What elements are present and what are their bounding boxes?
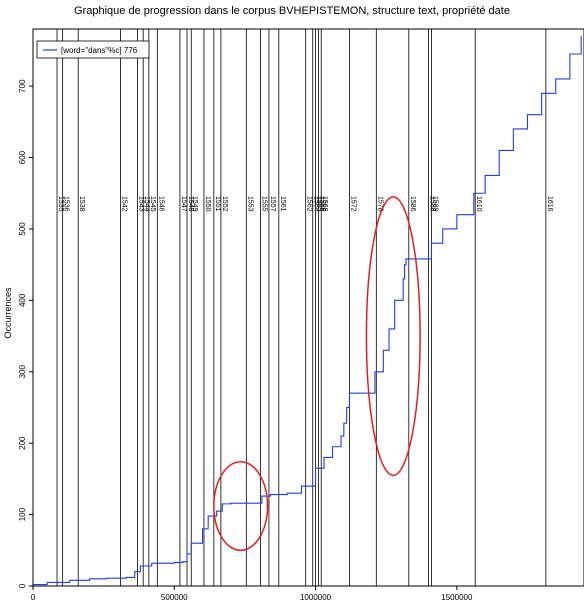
section-marker-label: 1542 [121,196,128,212]
section-marker-label: 1544 [143,196,150,212]
section-marker-label: 1552 [221,196,228,212]
section-marker-label: 1550 [204,196,211,212]
section-marker-label: 1548 [187,196,194,212]
y-tick-label: 500 [18,222,27,236]
section-marker-label: 1551 [214,196,221,212]
section-marker-label: 1566 [318,196,325,212]
series-line [33,36,582,586]
section-marker-label: 1545 [149,196,156,212]
plot-frame [32,28,584,587]
y-tick-label: 600 [18,150,27,164]
section-marker-label: 1586 [409,196,416,212]
section-marker-label: 1535 [57,196,64,212]
y-axis-label: Occurrences [3,287,13,339]
section-marker-label: 1536 [63,196,70,212]
section-marker-label: 1616 [546,196,553,212]
section-marker-label: 1562 [306,196,313,212]
x-tick-label: 1000000 [300,593,332,602]
section-marker-label: 1572 [349,196,356,212]
legend-box [36,40,150,59]
y-axis: 0 100 200 300 400 500 600 700 [18,79,33,588]
y-tick-label: 700 [18,79,27,93]
section-marker-label: 1578 [376,196,383,212]
x-axis: 0 500000 1000000 1500000 [31,586,473,602]
section-marker-label: 1568 [321,196,328,212]
x-tick-label: 0 [31,593,36,602]
highlight-ellipse [213,460,269,552]
section-marker-label: 1610 [475,196,482,212]
section-marker-label: 1555 [260,196,267,212]
section-marker-label: 1557 [269,196,276,212]
annotation-layer [213,196,421,552]
section-marker-label: 1547 [180,196,187,212]
section-marker-label: 1538 [78,196,85,212]
legend: [word="dans"%c] 776 [36,40,150,59]
section-marker-label: 1561 [279,196,286,212]
y-tick-label: 300 [18,365,27,379]
series-layer [33,36,582,586]
section-marker-label: 1564 [313,196,320,212]
section-marker-label: 1549 [191,196,198,212]
x-tick-label: 1500000 [441,593,473,602]
chart-title: Graphique de progression dans le corpus … [74,5,510,17]
y-tick-label: 100 [18,507,27,521]
legend-label: [word="dans"%c] 776 [61,46,138,55]
x-tick-label: 500000 [161,593,188,602]
section-marker-label: 1589 [431,196,438,212]
section-marker-label: 1553 [246,196,253,212]
section-marker-label: 1546 [157,196,164,212]
section-marker-label: 1565 [316,196,323,212]
highlight-ellipse [365,196,421,477]
y-tick-label: 0 [18,583,27,588]
y-tick-label: 400 [18,293,27,307]
section-marker-label: 1543 [138,196,145,212]
section-marker-label: 1588 [429,196,436,212]
y-tick-label: 200 [18,436,27,450]
